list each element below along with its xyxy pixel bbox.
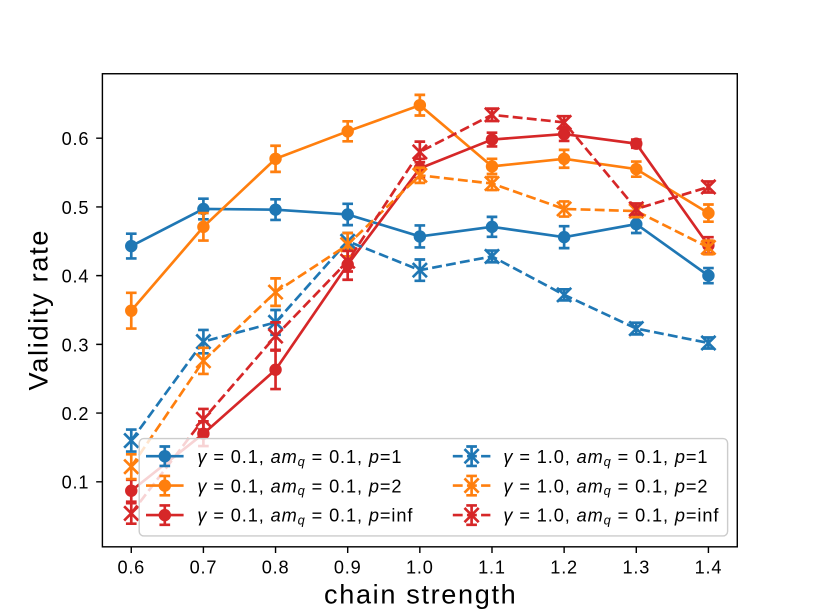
svg-text:1.2: 1.2 xyxy=(550,557,578,577)
svg-text:0.1: 0.1 xyxy=(62,473,90,493)
svg-text:γ = 0.1, amq = 0.1, p=2: γ = 0.1, amq = 0.1, p=2 xyxy=(197,476,402,498)
svg-text:1.4: 1.4 xyxy=(695,557,723,577)
svg-text:γ = 1.0, amq = 0.1, p=inf: γ = 1.0, amq = 0.1, p=inf xyxy=(503,506,719,528)
svg-text:1.1: 1.1 xyxy=(478,557,506,577)
svg-text:0.2: 0.2 xyxy=(62,404,90,424)
svg-text:0.8: 0.8 xyxy=(262,557,290,577)
svg-text:γ = 1.0, amq = 0.1, p=2: γ = 1.0, amq = 0.1, p=2 xyxy=(503,476,708,498)
svg-text:0.6: 0.6 xyxy=(62,129,90,149)
svg-text:0.3: 0.3 xyxy=(62,335,90,355)
svg-text:0.4: 0.4 xyxy=(62,267,90,287)
svg-text:chain strength: chain strength xyxy=(324,579,517,610)
svg-text:γ = 0.1, amq = 0.1, p=inf: γ = 0.1, amq = 0.1, p=inf xyxy=(197,506,413,528)
svg-text:1.3: 1.3 xyxy=(622,557,650,577)
svg-text:Validity rate: Validity rate xyxy=(23,229,54,391)
svg-text:0.7: 0.7 xyxy=(190,557,218,577)
svg-text:0.6: 0.6 xyxy=(117,557,145,577)
svg-text:0.9: 0.9 xyxy=(334,557,362,577)
svg-text:γ = 0.1, amq = 0.1, p=1: γ = 0.1, amq = 0.1, p=1 xyxy=(197,447,402,469)
svg-text:0.5: 0.5 xyxy=(62,198,90,218)
svg-text:γ = 1.0, amq = 0.1, p=1: γ = 1.0, amq = 0.1, p=1 xyxy=(503,447,708,469)
svg-text:1.0: 1.0 xyxy=(406,557,434,577)
